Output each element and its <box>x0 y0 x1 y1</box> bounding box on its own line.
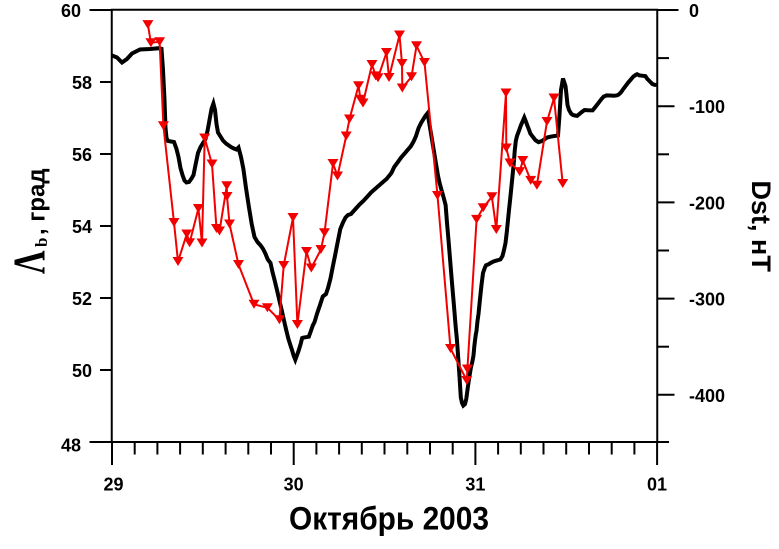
svg-text:-400: -400 <box>689 386 725 406</box>
svg-text:01: 01 <box>647 475 667 495</box>
svg-text:56: 56 <box>72 145 92 165</box>
svg-text:30: 30 <box>284 475 304 495</box>
svg-text:0: 0 <box>689 1 699 21</box>
svg-text:Λ: Λ <box>5 251 55 275</box>
svg-text:, град: , град <box>24 168 51 235</box>
svg-text:b: b <box>32 238 51 247</box>
svg-text:-200: -200 <box>689 193 725 213</box>
svg-text:-300: -300 <box>689 290 725 310</box>
svg-text:48: 48 <box>61 436 81 456</box>
svg-text:31: 31 <box>465 475 485 495</box>
svg-text:52: 52 <box>72 289 92 309</box>
svg-text:Октябрь 2003: Октябрь 2003 <box>289 501 489 537</box>
svg-text:50: 50 <box>72 361 92 381</box>
svg-text:54: 54 <box>72 217 92 237</box>
svg-text:60: 60 <box>61 1 81 21</box>
svg-text:-100: -100 <box>689 97 725 117</box>
svg-text:Dst, нТ: Dst, нТ <box>746 181 776 273</box>
svg-text:58: 58 <box>72 73 92 93</box>
svg-text:29: 29 <box>103 475 123 495</box>
